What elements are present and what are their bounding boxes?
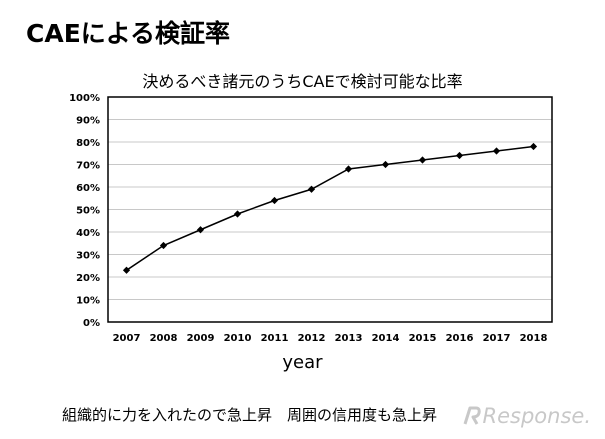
x-tick-label: 2008 — [150, 333, 178, 344]
data-point-marker — [418, 156, 427, 164]
response-watermark: Response. — [463, 404, 591, 428]
gridlines — [108, 119, 552, 300]
y-tick-label: 60% — [76, 183, 100, 194]
y-tick-label: 70% — [76, 161, 100, 172]
data-point-marker — [492, 147, 501, 155]
slide-caption: 組織的に力を入れたので急上昇 周囲の信用度も急上昇 — [62, 406, 438, 424]
y-tick-label: 90% — [76, 116, 100, 127]
y-tick-label: 40% — [76, 228, 100, 239]
data-point-marker — [307, 185, 316, 193]
x-tick-label: 2011 — [261, 333, 289, 344]
data-point-marker — [270, 196, 279, 205]
x-axis-label: year — [282, 352, 323, 373]
plot-area-frame — [107, 96, 553, 323]
data-point-marker — [196, 226, 205, 234]
data-point-marker — [344, 165, 353, 173]
slide-title: CAEによる検証率 — [26, 19, 231, 48]
x-tick-label: 2007 — [113, 333, 141, 344]
data-point-marker — [455, 151, 464, 160]
x-tick-label: 2016 — [446, 333, 474, 344]
x-tick-label: 2015 — [409, 333, 437, 344]
chart-title: 決めるべき諸元のうちCAEで検討可能な比率 — [142, 72, 463, 91]
data-point-marker — [529, 142, 538, 151]
data-point-marker — [159, 241, 168, 250]
y-tick-label: 0% — [83, 318, 100, 329]
y-tick-label: 50% — [76, 206, 100, 217]
y-tick-label: 30% — [76, 251, 100, 262]
x-tick-label: 2018 — [520, 333, 548, 344]
y-tick-label: 80% — [76, 138, 100, 149]
x-tick-label: 2010 — [224, 333, 252, 344]
y-tick-label: 100% — [69, 93, 100, 104]
y-axis-ticks: 0% 10% 20% 30% 40% 50% 60% 70% 80% 90% 100% — [69, 93, 100, 329]
data-point-marker — [122, 266, 131, 274]
x-tick-label: 2009 — [187, 333, 215, 344]
y-tick-label: 20% — [76, 273, 100, 284]
x-tick-label: 2017 — [483, 333, 511, 344]
data-point-marker — [233, 210, 242, 218]
watermark-text: Response. — [482, 404, 591, 428]
response-logo-icon — [463, 406, 481, 425]
x-tick-label: 2013 — [335, 333, 363, 344]
x-tick-label: 2012 — [298, 333, 326, 344]
x-tick-label: 2014 — [372, 333, 400, 344]
y-tick-label: 10% — [76, 296, 100, 307]
data-markers — [122, 142, 538, 274]
series-line — [126, 145, 534, 271]
data-point-marker — [381, 160, 390, 169]
x-axis-ticks: 2007 2008 2009 2010 2011 2012 2013 2014 2015 2016… — [113, 333, 548, 344]
